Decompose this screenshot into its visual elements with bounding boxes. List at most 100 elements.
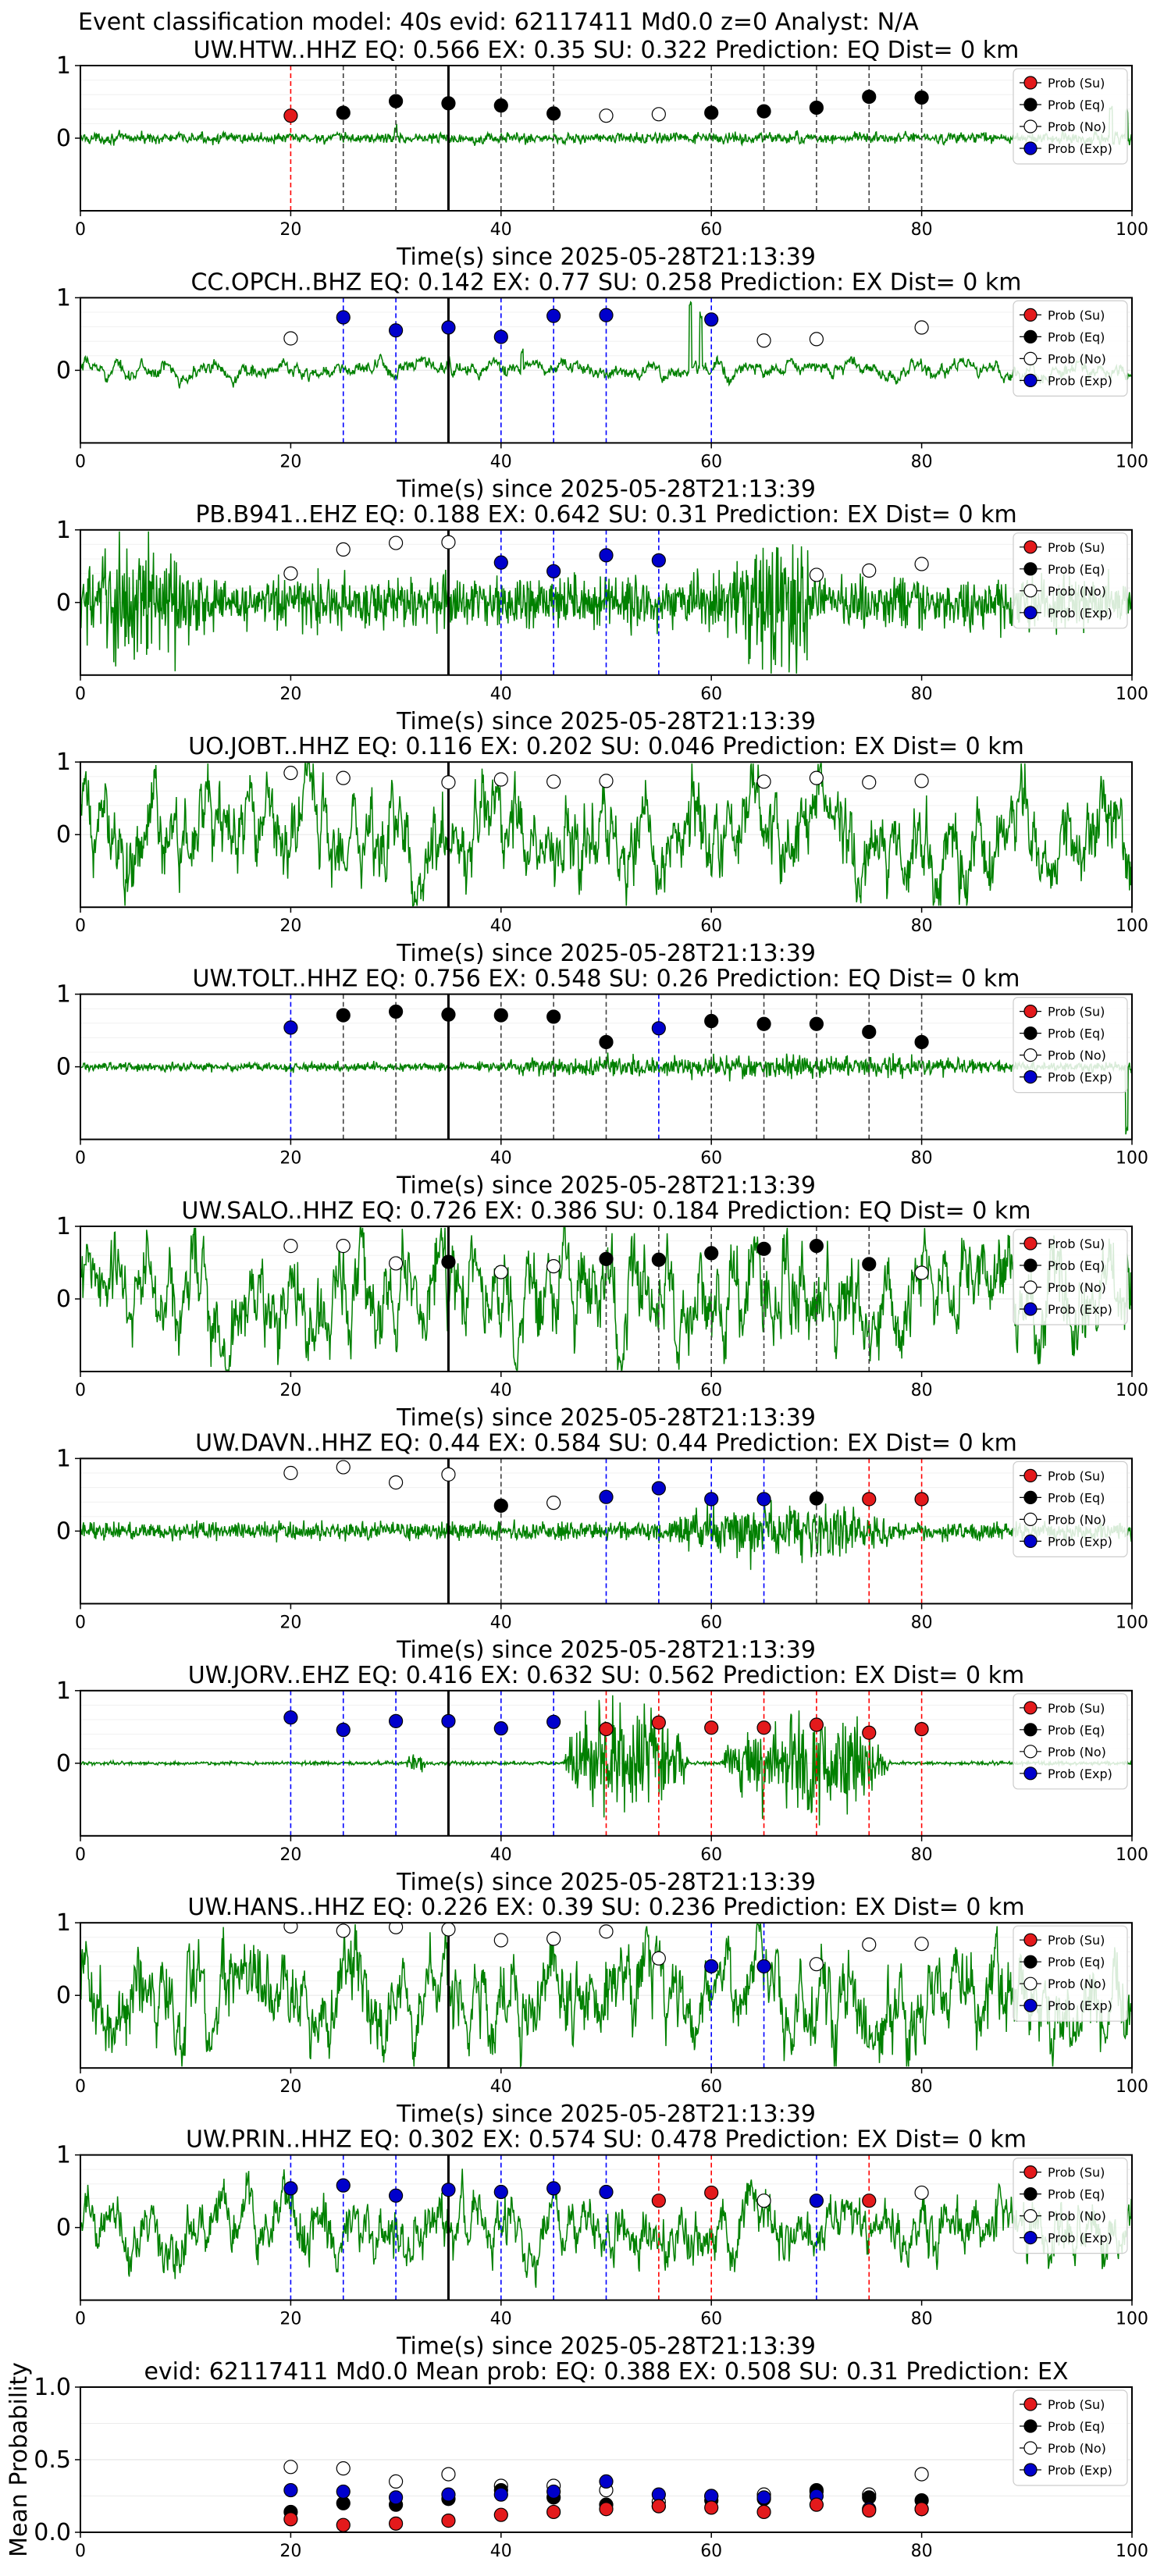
panel-3-prob-marker-no (862, 563, 877, 578)
panel-10-prob-marker-su (862, 2194, 877, 2208)
legend-label-exp: Prob (Exp) (1048, 1534, 1112, 1549)
legend-label-eq: Prob (Eq) (1048, 1490, 1105, 1505)
panel-2-prob-marker-exp (546, 308, 561, 323)
panel-8-xtick-label: 20 (279, 1845, 301, 1865)
panel-3-xtick-label: 60 (700, 685, 722, 704)
panel-10-prob-marker-exp (336, 2178, 351, 2193)
panel-3-prob-marker-no (283, 566, 298, 581)
panel-11-mean-marker-no (441, 2467, 456, 2482)
panel-11-mean-marker-exp (756, 2490, 771, 2505)
panel-6-xtick-label: 80 (911, 1381, 933, 1400)
legend-marker-su (1023, 2397, 1038, 2411)
legend-label-eq: Prob (Eq) (1048, 98, 1105, 112)
panel-2-ytick-label: 1 (56, 284, 71, 311)
panel-11-mean-marker-exp (283, 2482, 298, 2498)
panel-11-mean-marker-su (651, 2499, 666, 2514)
legend-label-no: Prob (No) (1048, 1048, 1106, 1063)
panel-6-prob-marker-eq (756, 1241, 771, 1256)
panel-9-xtick-label: 100 (1116, 2077, 1148, 2097)
panel-7-prob-marker-eq (493, 1498, 508, 1513)
panel-5-xtick-label: 20 (279, 1149, 301, 1169)
legend-marker-exp (1023, 2231, 1038, 2245)
panel-9-prob-marker-exp (756, 1959, 771, 1974)
panel-1: UW.HTW..HHZ EQ: 0.566 EX: 0.35 SU: 0.322… (56, 37, 1148, 271)
panel-1-prob-marker-su (283, 109, 298, 123)
panel-8-prob-marker-exp (336, 1722, 351, 1738)
panel-2-xtick-label: 20 (279, 452, 301, 471)
panel-6-xtick-label: 60 (700, 1381, 722, 1400)
panel-11-mean-marker-exp (546, 2484, 561, 2500)
panel-8-xtick-label: 60 (700, 1845, 722, 1865)
panel-11-xtick-label: 0 (75, 2542, 86, 2561)
panel-8-prob-marker-exp (283, 1710, 298, 1725)
panel-1-xtick-label: 60 (700, 220, 722, 240)
panel-6-prob-marker-no (336, 1239, 351, 1254)
panel-6-prob-marker-eq (862, 1257, 877, 1272)
panel-7-prob-marker-exp (704, 1492, 719, 1507)
legend-frame (1013, 2158, 1128, 2254)
legend-marker-su (1023, 1933, 1038, 1947)
panel-1-ytick-label: 0 (56, 125, 71, 152)
legend-marker-su (1023, 1004, 1038, 1019)
panel-9-prob-marker-no (914, 1937, 929, 1952)
panel-6-prob-marker-eq (704, 1246, 719, 1261)
panel-1-xlabel: Time(s) since 2025-05-28T21:13:39 (396, 244, 816, 271)
panel-2: CC.OPCH..BHZ EQ: 0.142 EX: 0.77 SU: 0.25… (56, 269, 1148, 503)
panel-8-prob-marker-su (704, 1720, 719, 1735)
panel-4-xtick-label: 60 (700, 916, 722, 936)
legend-marker-eq (1023, 1026, 1038, 1041)
panel-8-prob-marker-su (914, 1721, 929, 1737)
panel-1-xtick-label: 0 (75, 220, 86, 240)
panel-9-prob-marker-no (651, 1951, 666, 1966)
panel-5-prob-marker-eq (546, 1009, 561, 1024)
panel-2-prob-marker-no (756, 333, 771, 348)
panel-1-legend: Prob (Su) Prob (Eq) Prob (No) Prob (Exp) (1013, 68, 1128, 165)
panel-7-xtick-label: 100 (1116, 1613, 1148, 1632)
panel-4-ytick-label: 0 (56, 821, 71, 849)
panel-8-waveform (80, 1695, 1132, 1826)
panel-3-ytick-label: 0 (56, 589, 71, 617)
panel-2-xtick-label: 80 (911, 452, 933, 471)
panel-5-waveform (80, 1052, 1132, 1135)
panel-10-prob-marker-su (651, 2194, 666, 2208)
panel-3-prob-marker-exp (651, 553, 666, 568)
panel-10-prob-marker-exp (283, 2181, 298, 2196)
panel-9-title: UW.HANS..HHZ EQ: 0.226 EX: 0.39 SU: 0.23… (187, 1894, 1024, 1921)
panel-6-prob-marker-no (493, 1265, 508, 1279)
legend-frame (1013, 1229, 1128, 1325)
panel-6-prob-marker-no (389, 1256, 404, 1271)
legend-marker-eq (1023, 2187, 1038, 2201)
panel-2-prob-marker-no (283, 331, 298, 346)
panel-3-xtick-label: 40 (490, 685, 512, 704)
legend-label-no: Prob (No) (1048, 1280, 1106, 1295)
panel-7-prob-marker-no (389, 1475, 404, 1490)
legend-label-no: Prob (No) (1048, 351, 1106, 366)
panel-8-xtick-label: 0 (75, 1845, 86, 1865)
panel-1-xtick-label: 40 (490, 220, 512, 240)
panel-11-mean-marker-no (914, 2467, 929, 2482)
legend-frame (1013, 300, 1128, 397)
panel-2-ytick-label: 0 (56, 357, 71, 384)
legend-frame (1013, 532, 1128, 629)
panel-5-xtick-label: 60 (700, 1149, 722, 1169)
panel-4-prob-marker-no (546, 774, 561, 789)
panel-6-prob-marker-no (914, 1265, 929, 1280)
panel-7-prob-marker-no (283, 1465, 298, 1481)
panel-11-mean-marker-su (441, 2514, 456, 2528)
panel-7-plot-area (80, 1458, 1132, 1604)
panel-5-prob-marker-exp (651, 1021, 666, 1036)
panel-11-ytick-label: 0.0 (34, 2519, 71, 2546)
legend-label-su: Prob (Su) (1048, 540, 1105, 555)
panel-11-mean-marker-su (283, 2512, 298, 2527)
panel-10-prob-marker-exp (809, 2194, 824, 2208)
panel-9-prob-marker-no (862, 1937, 877, 1952)
panel-1-waveform (80, 105, 1132, 148)
panel-7-xtick-label: 40 (490, 1613, 512, 1632)
panel-2-prob-marker-no (914, 320, 929, 335)
panel-6-xtick-label: 0 (75, 1381, 86, 1400)
panel-6-xtick-label: 20 (279, 1381, 301, 1400)
legend-label-exp: Prob (Exp) (1048, 2231, 1112, 2246)
panel-5-xlabel: Time(s) since 2025-05-28T21:13:39 (396, 1172, 816, 1200)
panel-4-prob-marker-no (493, 772, 508, 787)
legend-marker-eq (1023, 329, 1038, 343)
